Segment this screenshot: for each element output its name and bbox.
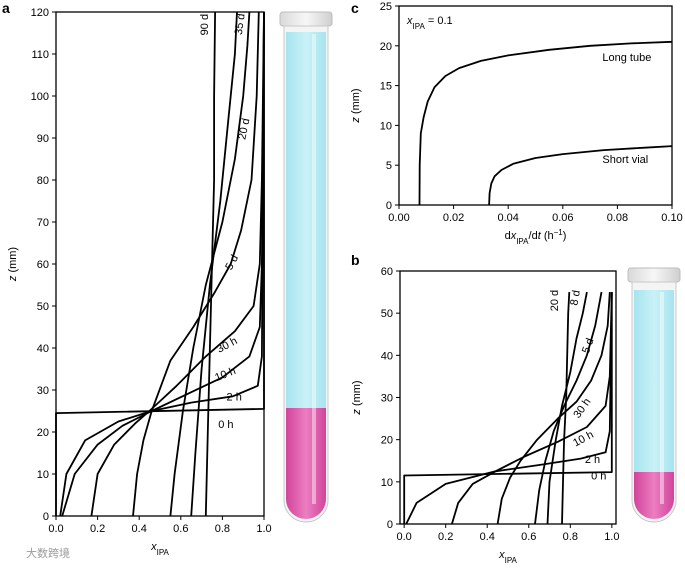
series-line-10-h — [451, 292, 613, 525]
series-label: 5 d — [580, 337, 597, 355]
y-tick-label: 90 — [37, 133, 49, 145]
y-tick-label: 0 — [387, 519, 393, 531]
series-line-20-d — [561, 292, 571, 525]
y-tick-label: 10 — [380, 120, 392, 132]
series-line-0-h — [55, 12, 265, 516]
series-label: 20 d — [549, 290, 561, 311]
plot-frame — [398, 5, 673, 206]
series-label: 10 h — [213, 365, 237, 384]
x-tick-label: 0.04 — [497, 212, 518, 224]
y-tick-label: 30 — [37, 385, 49, 397]
x-tick-label: 0.4 — [132, 523, 147, 535]
y-tick-label: 20 — [381, 435, 393, 447]
y-tick-label: 10 — [381, 477, 393, 489]
series-label: 0 h — [218, 419, 233, 431]
series-line-2-h — [59, 11, 265, 517]
y-axis-label: z (mm) — [351, 380, 363, 415]
series-line-short-vial — [488, 145, 673, 206]
series-label: Short vial — [602, 154, 648, 166]
x-tick-label: 0.0 — [397, 531, 412, 543]
x-tick-label: 0.2 — [90, 523, 105, 535]
series-line-0-h — [403, 292, 613, 524]
y-tick-label: 15 — [380, 81, 392, 93]
y-axis-label: z (mm) — [350, 88, 362, 123]
y-tick-label: 70 — [37, 217, 49, 229]
x-axis-label: dxIPA/dt (h−1) — [505, 228, 567, 246]
y-tick-label: 120 — [31, 7, 49, 19]
chart-panel-a: 0.0 0.2 0.4 0.6 0.8 1.0 0 10 20 30 40 50 60 70 80 90 100… — [7, 7, 272, 557]
series-label: 20 d — [236, 117, 252, 140]
series-line-long-tube — [418, 40, 673, 206]
tall-test-tube-illustration — [279, 11, 333, 523]
x-tick-label: 1.0 — [256, 523, 271, 535]
y-tick-label: 0 — [43, 511, 49, 523]
series-label: 35 d — [233, 13, 248, 36]
x-tick-label: 0.6 — [521, 531, 536, 543]
x-tick-label: 0.08 — [607, 212, 628, 224]
panel-letter-b: b — [351, 252, 360, 268]
y-tick-label: 50 — [381, 308, 393, 320]
series-label: 2 h — [227, 392, 242, 404]
y-tick-label: 60 — [381, 266, 393, 278]
series-line-5-d — [132, 11, 260, 517]
y-tick-label: 40 — [37, 343, 49, 355]
y-tick-label: 30 — [381, 393, 393, 405]
x-tick-label: 0.10 — [661, 212, 682, 224]
series-line-2-h — [405, 292, 613, 525]
y-tick-label: 80 — [37, 175, 49, 187]
y-tick-label: 20 — [37, 427, 49, 439]
y-tick-label: 25 — [380, 1, 392, 13]
y-tick-label: 60 — [37, 259, 49, 271]
x-axis-label: xIPA — [150, 541, 169, 557]
series-line-90-d — [204, 11, 216, 517]
y-tick-label: 100 — [31, 91, 49, 103]
y-tick-label: 50 — [37, 301, 49, 313]
y-tick-label: 110 — [31, 49, 49, 61]
x-tick-label: 1.0 — [604, 531, 619, 543]
x-tick-label: 0.2 — [438, 531, 453, 543]
series-line-10-h — [61, 11, 265, 517]
series-label: 5 d — [223, 253, 241, 272]
series-label: Long tube — [602, 52, 651, 64]
series-label: 30 h — [571, 396, 593, 420]
x-tick-label: 0.4 — [480, 531, 495, 543]
series-label: 0 h — [591, 471, 606, 483]
y-tick-label: 40 — [381, 350, 393, 362]
x-tick-label: 0.8 — [215, 523, 230, 535]
x-axis-label: xIPA — [498, 549, 517, 565]
x-tick-label: 0.0 — [48, 523, 63, 535]
panel-letter-c: c — [351, 0, 359, 16]
series-line-5-d — [534, 291, 603, 525]
series-label: 8 d — [568, 289, 582, 306]
series-label: 30 h — [215, 335, 240, 356]
x-tick-label: 0.8 — [563, 531, 578, 543]
x-tick-label: 0.02 — [443, 212, 464, 224]
series-line-35-d — [190, 11, 238, 517]
y-tick-label: 0 — [386, 200, 392, 212]
series-label: 2 h — [585, 454, 600, 466]
series-label: 90 d — [199, 14, 211, 35]
y-tick-label: 20 — [380, 41, 392, 53]
x-tick-label: 0.00 — [388, 212, 409, 224]
series-line-30-h — [90, 11, 265, 517]
panel-letter-a: a — [2, 0, 10, 16]
y-tick-label: 10 — [37, 469, 49, 481]
x-tick-label: 0.6 — [173, 523, 188, 535]
x-tick-label: 0.06 — [552, 212, 573, 224]
short-vial-illustration — [627, 267, 681, 523]
chart-panel-c: 0.00 0.02 0.04 0.06 0.08 0.10 0 5 10 15 20 25 z (mm)… — [350, 1, 683, 246]
series-label: 10 h — [571, 429, 596, 450]
y-axis-label: z (mm) — [7, 247, 19, 282]
chart-annotation: xIPA = 0.1 — [406, 15, 453, 31]
chart-panel-b: 0.0 0.2 0.4 0.6 0.8 1.0 0 10 20 30 40 50 60 z (mm) xIP… — [351, 266, 619, 565]
series-line-30-h — [496, 292, 611, 525]
watermark: 大数跨境 — [26, 546, 70, 560]
y-tick-label: 5 — [386, 160, 392, 172]
